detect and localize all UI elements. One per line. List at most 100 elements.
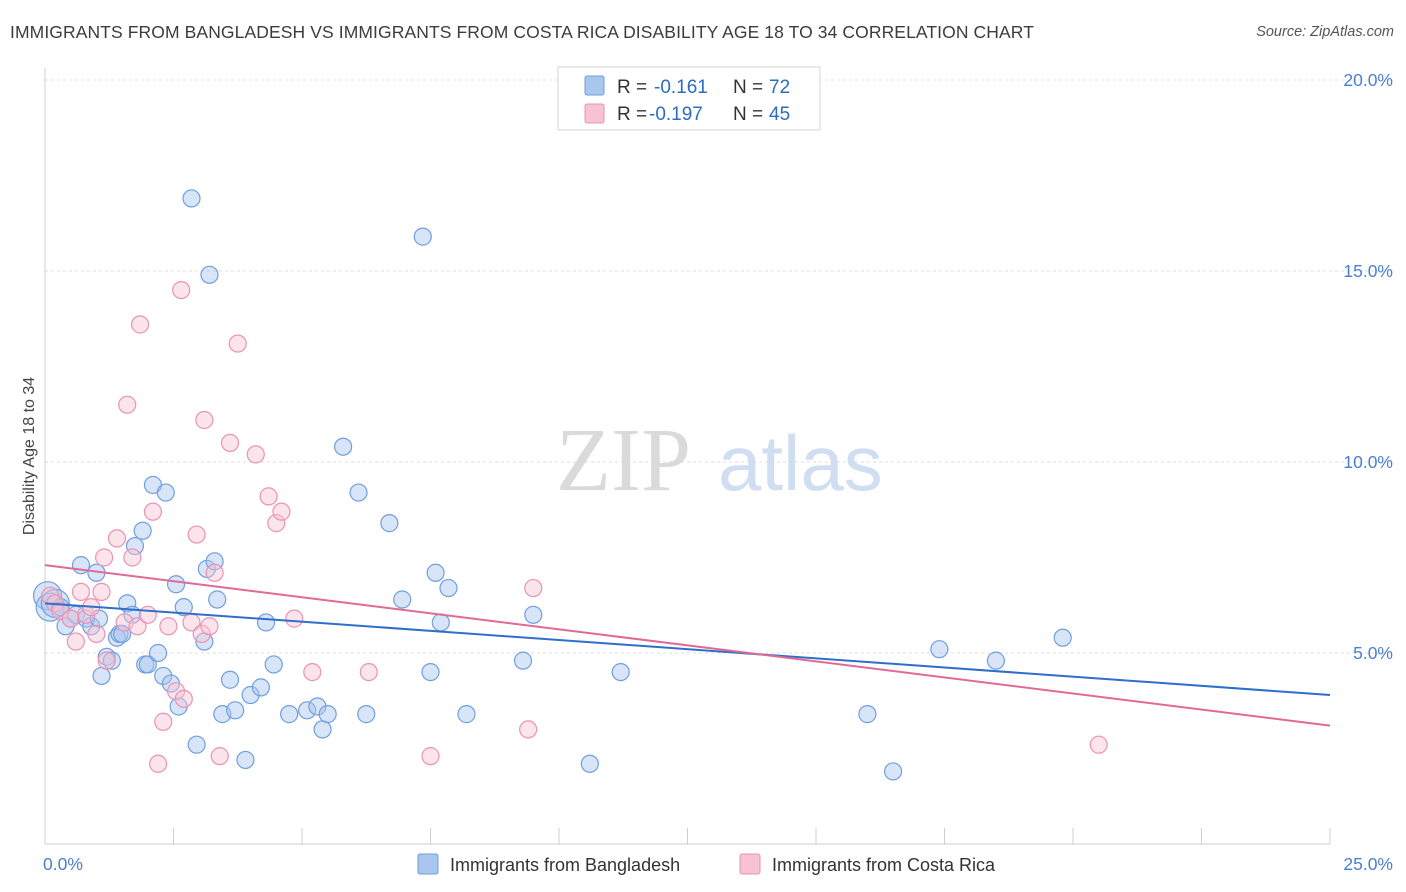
point-bangladesh [154, 666, 173, 686]
point-costa-rica [87, 624, 106, 644]
trend-line-costa-rica [44, 564, 1331, 727]
point-bangladesh [182, 189, 201, 208]
series-legend-swatch-costa-rica [739, 853, 761, 875]
point-bangladesh [280, 705, 299, 724]
tick-labels: 5.0% 10.0% 15.0% 20.0% 0.0% 25.0% [43, 70, 1393, 874]
point-costa-rica [285, 609, 304, 628]
y-tick-label: 5.0% [1353, 643, 1393, 663]
point-bangladesh [439, 578, 458, 598]
point-bangladesh [611, 662, 630, 682]
point-bangladesh [166, 575, 186, 594]
point-bangladesh [236, 750, 255, 770]
point-costa-rica [166, 682, 186, 701]
point-bangladesh [256, 613, 276, 632]
point-costa-rica [200, 617, 219, 636]
point-costa-rica [259, 487, 278, 506]
point-costa-rica [267, 514, 286, 533]
point-bangladesh [156, 483, 175, 502]
point-bangladesh [426, 563, 445, 582]
point-bangladesh [226, 701, 245, 720]
point-costa-rica [172, 281, 191, 300]
point-costa-rica [159, 617, 178, 636]
point-costa-rica [210, 747, 229, 766]
point-costa-rica [107, 529, 127, 548]
point-bangladesh [133, 521, 152, 540]
axes [44, 68, 1331, 845]
y-tick-label: 20.0% [1343, 70, 1393, 90]
point-costa-rica [272, 502, 291, 521]
point-costa-rica [519, 720, 538, 739]
correlation-legend: R = -0.161 N = 72 R = -0.197 N = 45 [557, 66, 821, 131]
point-bangladesh [112, 624, 132, 644]
data-points [32, 189, 1108, 781]
point-costa-rica [359, 662, 378, 682]
x-tick-label-max: 25.0% [1343, 854, 1393, 874]
gridlines [45, 79, 1392, 654]
point-bangladesh [118, 594, 137, 613]
chart-source: Source: ZipAtlas.com [1256, 24, 1394, 40]
legend-n-label-1: N = [733, 77, 763, 98]
point-bangladesh [251, 678, 270, 697]
point-bangladesh [380, 514, 399, 533]
point-bangladesh [513, 651, 533, 670]
point-costa-rica [138, 605, 157, 624]
point-bangladesh [1053, 628, 1072, 647]
point-costa-rica [71, 582, 91, 601]
point-costa-rica [195, 410, 214, 430]
legend-n-label-2: N = [733, 104, 763, 125]
point-costa-rica [154, 712, 173, 731]
legend-n-value-1: 72 [769, 77, 790, 98]
point-bangladesh [431, 613, 450, 632]
point-costa-rica [130, 315, 150, 334]
y-tick-label: 10.0% [1343, 452, 1393, 472]
chart-title: IMMIGRANTS FROM BANGLADESH VS IMMIGRANTS… [10, 22, 1035, 42]
point-costa-rica [66, 632, 85, 651]
point-bangladesh [334, 437, 353, 456]
point-costa-rica [187, 525, 206, 544]
point-costa-rica [174, 689, 193, 708]
point-costa-rica [97, 651, 116, 670]
point-costa-rica [123, 548, 142, 567]
point-costa-rica [128, 617, 147, 636]
point-bangladesh [308, 697, 327, 716]
point-costa-rica [192, 624, 211, 644]
point-costa-rica [228, 334, 247, 353]
series-legend-swatch-bangladesh [417, 853, 439, 875]
trend-lines [44, 564, 1331, 727]
point-costa-rica [1089, 735, 1108, 754]
point-bangladesh [313, 720, 332, 739]
trend-line-bangladesh [44, 602, 1331, 697]
point-bangladesh [125, 536, 145, 556]
legend-r-value-2: -0.197 [649, 104, 703, 125]
point-bangladesh [148, 643, 168, 663]
point-bangladesh [241, 685, 260, 705]
y-axis-title: Disability Age 18 to 34 [21, 377, 38, 535]
point-costa-rica [220, 433, 240, 452]
point-bangladesh [413, 227, 432, 246]
point-bangladesh [858, 705, 877, 724]
point-costa-rica [303, 662, 322, 682]
point-bangladesh [200, 265, 219, 284]
point-bangladesh [318, 705, 337, 724]
point-bangladesh [421, 662, 440, 682]
point-costa-rica [205, 563, 224, 582]
point-bangladesh [174, 598, 193, 617]
series-legend-label-costa-rica: Immigrants from Costa Rica [772, 855, 996, 875]
point-bangladesh [220, 670, 240, 689]
point-costa-rica [61, 609, 80, 628]
point-bangladesh [264, 655, 283, 674]
point-costa-rica [118, 395, 137, 414]
point-bangladesh [102, 651, 121, 670]
point-bangladesh [357, 705, 376, 724]
legend-n-value-2: 45 [769, 104, 790, 125]
point-bangladesh [930, 640, 949, 659]
point-bangladesh [457, 705, 476, 724]
watermark: ZIP [556, 411, 691, 510]
legend-r-value-1: -0.161 [654, 77, 708, 98]
legend-swatch-costa-rica [584, 103, 605, 124]
y-tick-label: 15.0% [1343, 261, 1393, 281]
point-bangladesh [187, 735, 206, 754]
x-tick-label-min: 0.0% [43, 854, 83, 874]
point-costa-rica [143, 502, 163, 521]
